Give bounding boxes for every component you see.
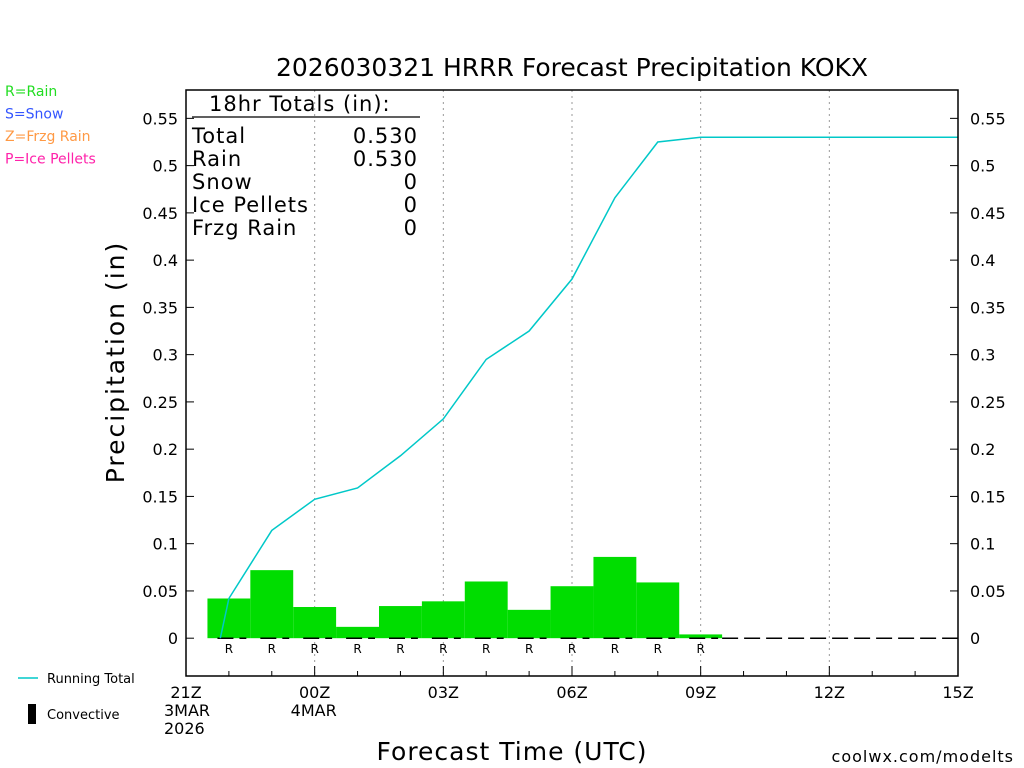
- bar-type-label: R: [482, 642, 490, 656]
- precip-type-legend-item: P=Ice Pellets: [5, 152, 96, 168]
- totals-label: Rain: [192, 147, 242, 171]
- bar-type-label: R: [696, 642, 704, 656]
- chart-title: 2026030321 HRRR Forecast Precipitation K…: [276, 53, 868, 82]
- credit-text: coolwx.com/modelts: [832, 747, 1014, 766]
- bar-type-label: R: [568, 642, 576, 656]
- bar-type-label: R: [353, 642, 361, 656]
- y-tick-label: 0.3: [970, 346, 995, 365]
- y-axis-right: 0 0.05 0.1 0.15 0.2 0.25 0.3 0.35 0.4 0.45 0.5 0.55: [950, 109, 1006, 648]
- precip-bar: [379, 606, 422, 639]
- y-axis-label: Precipitation (in): [101, 241, 130, 484]
- y-tick-label: 0.55: [970, 109, 1006, 128]
- precip-type-legend-item: R=Rain: [5, 84, 57, 100]
- x-tick-label: 06Z: [556, 683, 587, 702]
- bar-type-label: R: [396, 642, 404, 656]
- x-axis-label: Forecast Time (UTC): [377, 737, 648, 766]
- totals-value: 0: [404, 170, 418, 194]
- y-tick-label: 0.4: [970, 251, 995, 270]
- bar-type-label: R: [268, 642, 276, 656]
- precip-bar: [593, 556, 637, 639]
- y-tick-label: 0.1: [153, 535, 178, 554]
- x-tick-label: 09Z: [685, 683, 716, 702]
- precip-bar: [636, 582, 680, 639]
- totals-value: 0: [404, 216, 418, 240]
- y-tick-label: 0.55: [142, 109, 178, 128]
- y-tick-label: 0.1: [970, 535, 995, 554]
- precip-bar: [336, 626, 379, 639]
- legend-bar-swatch: [28, 704, 36, 724]
- y-axis-left: 0 0.05 0.1 0.15 0.2 0.25 0.3 0.35 0.4 0.45 0.5 0.55: [142, 109, 194, 648]
- y-tick-label: 0.5: [970, 157, 995, 176]
- x-tick-label: 4MAR: [291, 701, 337, 720]
- precip-type-legend-item: S=Snow: [5, 107, 63, 123]
- totals-label: Ice Pellets: [192, 193, 309, 217]
- y-tick-label: 0.5: [153, 157, 178, 176]
- x-tick-label: 21Z: [170, 683, 201, 702]
- totals-header: 18hr Totals (in):: [209, 92, 391, 116]
- y-tick-label: 0.3: [153, 346, 178, 365]
- precip-bar: [421, 601, 465, 639]
- y-tick-label: 0.45: [142, 204, 178, 223]
- legend-label: Convective: [47, 708, 120, 723]
- bar-type-label: R: [654, 642, 662, 656]
- precip-type-legend: R=Rain S=Snow Z=Frzg Rain P=Ice Pellets: [5, 84, 96, 168]
- series-legend: Running Total Convective: [18, 672, 135, 724]
- totals-value: 0.530: [353, 147, 418, 171]
- bar-type-label: R: [525, 642, 533, 656]
- y-tick-label: 0.15: [142, 487, 178, 506]
- precip-bar: [507, 609, 551, 639]
- bar-type-label: R: [611, 642, 619, 656]
- y-tick-label: 0.05: [142, 582, 178, 601]
- legend-label: Running Total: [47, 672, 135, 687]
- totals-label: Total: [191, 124, 246, 148]
- precip-bar: [679, 634, 723, 639]
- y-tick-label: 0.4: [153, 251, 178, 270]
- running-total-line: [219, 136, 958, 639]
- y-tick-label: 0.15: [970, 487, 1006, 506]
- vertical-grid-lines: [314, 90, 830, 676]
- y-tick-label: 0.05: [970, 582, 1006, 601]
- bar-type-label: R: [225, 642, 233, 656]
- totals-value: 0.530: [353, 124, 418, 148]
- x-tick-label: 3MAR: [164, 701, 210, 720]
- x-tick-label: 00Z: [299, 683, 330, 702]
- bar-type-label: R: [439, 642, 447, 656]
- totals-box: 18hr Totals (in): Total 0.530 Rain 0.530 Snow…: [191, 92, 420, 240]
- y-tick-label: 0.2: [970, 440, 995, 459]
- precip-bar: [293, 607, 337, 639]
- x-tick-label: 12Z: [814, 683, 845, 702]
- totals-value: 0: [404, 193, 418, 217]
- y-tick-label: 0.35: [970, 298, 1006, 317]
- x-tick-label: 15Z: [942, 683, 973, 702]
- hourly-precip-bars: [207, 556, 723, 639]
- y-tick-label: 0.2: [153, 440, 178, 459]
- precip-bar: [550, 586, 594, 639]
- x-tick-label: 2026: [164, 719, 205, 738]
- precip-bar: [464, 581, 508, 639]
- totals-label: Snow: [192, 170, 253, 194]
- bar-type-label: R: [310, 642, 318, 656]
- y-tick-label: 0.45: [970, 204, 1006, 223]
- y-tick-label: 0.35: [142, 298, 178, 317]
- y-tick-label: 0.25: [970, 393, 1006, 412]
- x-tick-label: 03Z: [428, 683, 459, 702]
- precip-bar: [250, 570, 294, 639]
- y-tick-label: 0: [168, 629, 178, 648]
- precip-bar: [207, 598, 251, 639]
- totals-label: Frzg Rain: [192, 216, 297, 240]
- precip-type-legend-item: Z=Frzg Rain: [5, 129, 91, 145]
- y-tick-label: 0: [970, 629, 980, 648]
- y-tick-label: 0.25: [142, 393, 178, 412]
